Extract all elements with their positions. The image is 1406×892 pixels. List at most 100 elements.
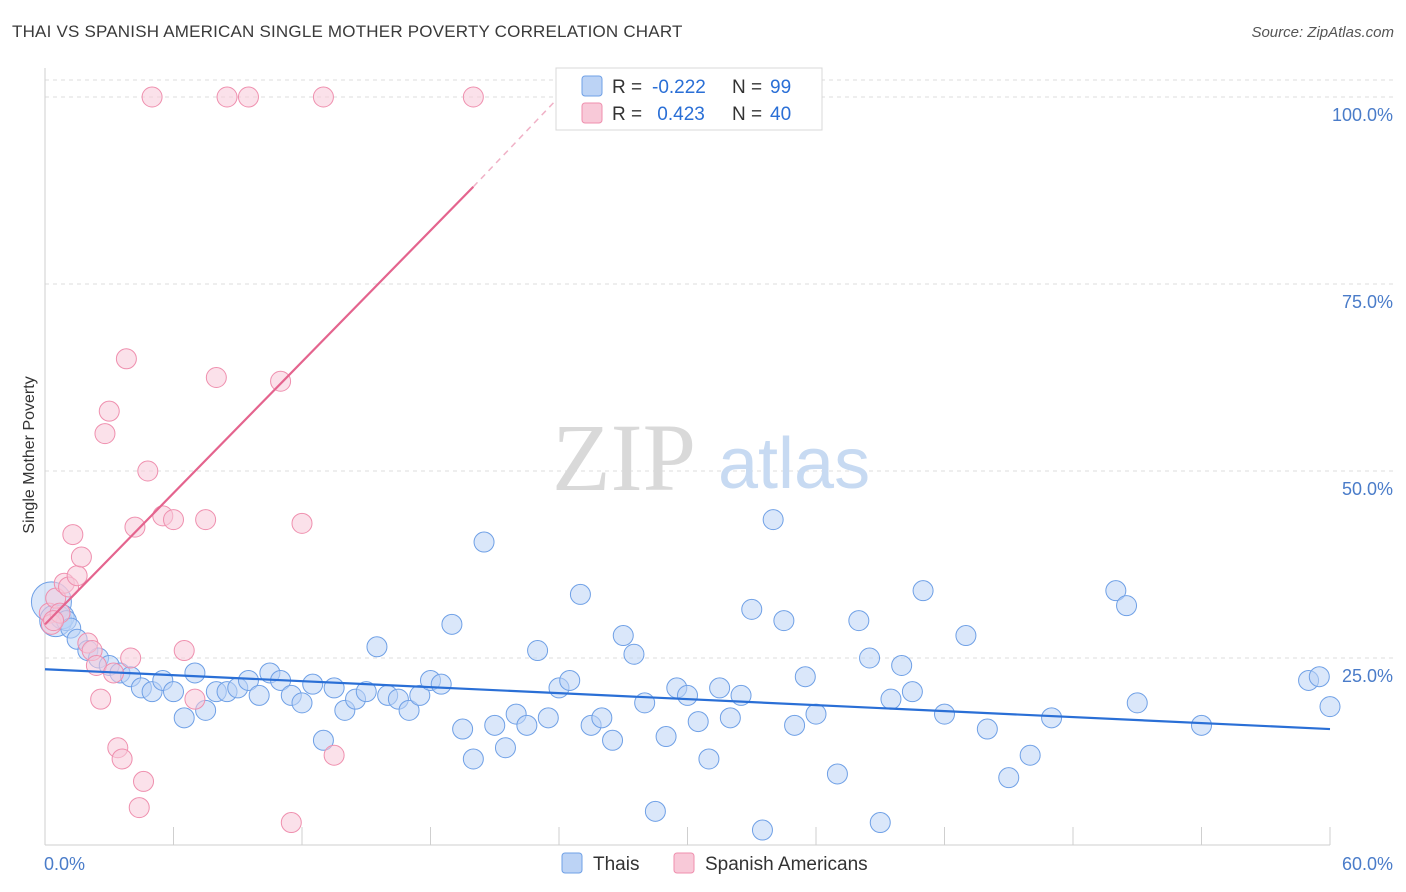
thais-point (163, 681, 184, 703)
spanish-american-point (98, 400, 120, 422)
thais-point (709, 677, 731, 699)
thais-point (441, 613, 463, 635)
thais-point (901, 681, 923, 703)
thais-point (934, 703, 955, 725)
thais-point (794, 666, 816, 688)
y-tick-labels: 25.0% 50.0% 75.0% 100.0% (1332, 105, 1393, 686)
thais-point (1126, 692, 1148, 714)
thais-point (184, 662, 206, 684)
spanish-american-point (62, 524, 84, 546)
legend-r-label-thais: R = (612, 77, 642, 98)
thais-point (998, 767, 1020, 789)
legend-r-value-thais: -0.222 (652, 77, 706, 98)
thais-point (537, 707, 559, 729)
thais-point (773, 610, 795, 632)
thais-point (430, 673, 452, 695)
thais-point (559, 669, 581, 691)
spanish-american-point (312, 86, 334, 108)
thais-point (602, 729, 624, 751)
thais-point (805, 703, 827, 725)
thais-points (30, 509, 1341, 841)
spanish-american-point (141, 86, 163, 108)
legend-n-value-thais: 99 (770, 77, 791, 98)
x-tick-labels: 0.0% 60.0% (44, 854, 1393, 874)
watermark-zip: ZIP (552, 404, 696, 511)
spanish-american-point (94, 423, 116, 445)
spanish-american-points (38, 86, 484, 834)
spanish-american-point (323, 744, 345, 766)
thais-point (741, 598, 763, 620)
legend-r-value-spanish: 0.423 (652, 104, 705, 125)
y-tick-label: 75.0% (1342, 292, 1393, 312)
thais-point (248, 684, 270, 706)
thais-point (880, 688, 902, 710)
spanish-trend-extension (472, 96, 560, 188)
spanish-american-point (70, 546, 92, 568)
bottom-legend-swatch-spanish (673, 852, 695, 874)
spanish-american-point (184, 688, 206, 710)
thais-point (762, 509, 784, 531)
spanish-american-point (66, 565, 88, 587)
spanish-american-point (137, 460, 159, 482)
spanish-american-point (237, 86, 259, 108)
thais-point (1041, 707, 1063, 729)
thais-point (698, 748, 720, 770)
thais-point (312, 729, 334, 751)
thais-point (644, 800, 666, 822)
thais-point (398, 699, 420, 721)
bottom-legend-thais: Thais (593, 854, 639, 875)
thais-point (719, 707, 741, 729)
thais-point (784, 714, 806, 736)
thais-point (355, 681, 377, 703)
spanish-american-point (115, 348, 137, 370)
spanish-american-point (173, 640, 195, 662)
thais-point (677, 684, 698, 706)
thais-point (751, 819, 773, 841)
x-tick-label: 0.0% (44, 854, 85, 874)
legend-n-label-spanish: N = (732, 104, 762, 125)
thais-point (494, 737, 516, 759)
spanish-american-point (163, 509, 184, 531)
thais-point (484, 714, 506, 736)
spanish-american-point (120, 647, 142, 669)
spanish-american-point (124, 516, 146, 538)
grid-lines (45, 79, 1394, 659)
thais-point (462, 748, 484, 770)
spanish-american-point (270, 370, 292, 392)
spanish-american-point (43, 610, 65, 632)
thais-point (569, 583, 591, 605)
legend: R = -0.222 N = 99 R = 0.423 N = 40 (555, 67, 823, 131)
spanish-american-point (90, 688, 112, 710)
spanish-american-point (195, 509, 217, 531)
chart-source: Source: ZipAtlas.com (1251, 24, 1394, 41)
thais-point (409, 684, 431, 706)
thais-trend-line (44, 668, 1331, 731)
thais-point (859, 647, 881, 669)
bottom-legend-swatch-thais (561, 852, 583, 874)
thais-point (848, 610, 870, 632)
spanish-american-point (133, 770, 155, 792)
axes (44, 68, 1331, 846)
legend-r-label-spanish: R = (612, 104, 642, 125)
legend-swatch-spanish-americans (581, 102, 603, 124)
legend-n-value-spanish: 40 (770, 104, 791, 125)
thais-point (237, 669, 259, 691)
thais-point (623, 643, 645, 665)
thais-point (955, 625, 977, 647)
thais-point (1308, 666, 1330, 688)
spanish-american-point (462, 86, 484, 108)
y-tick-label: 25.0% (1342, 666, 1393, 686)
spanish-american-point (280, 812, 302, 834)
thais-point (1191, 714, 1212, 736)
thais-point (869, 812, 891, 834)
thais-point (527, 640, 549, 662)
trend-lines (44, 96, 1331, 731)
thais-point (302, 673, 324, 695)
bottom-legend: Thais Spanish Americans (561, 852, 868, 875)
thais-point (366, 636, 388, 658)
spanish-american-point (216, 86, 238, 108)
spanish-american-point (291, 512, 313, 534)
thais-point (291, 692, 313, 714)
spanish-american-point (205, 367, 227, 388)
